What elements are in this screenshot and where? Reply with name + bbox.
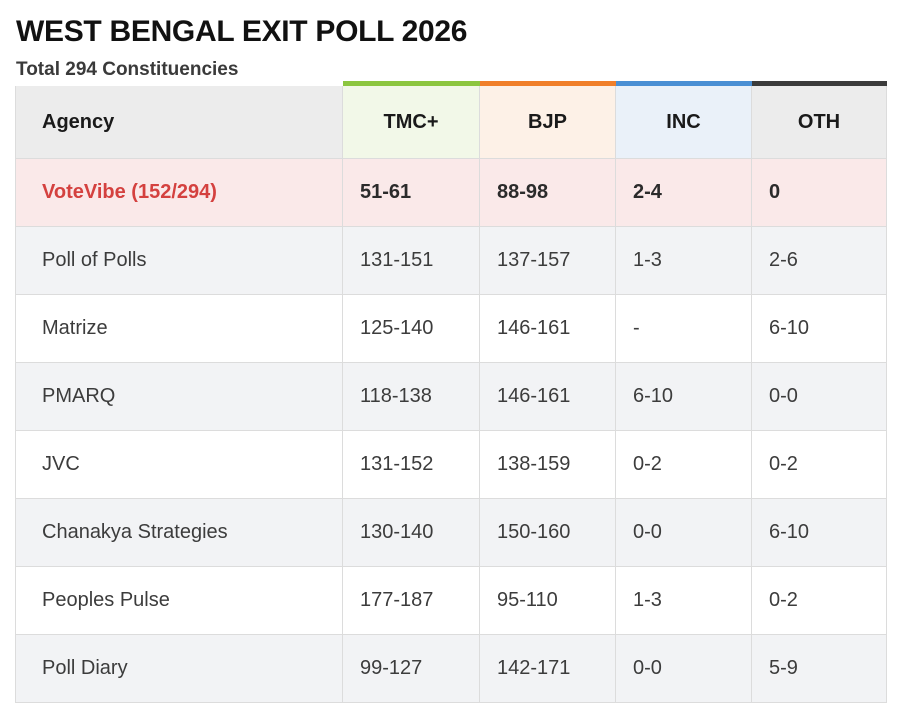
cell-oth: 0-2 — [751, 430, 887, 499]
column-header-bjp: BJP — [479, 81, 616, 159]
table-header-row: Agency TMC+ BJP INC OTH — [15, 81, 887, 159]
cell-tmc: 51-61 — [342, 158, 480, 227]
cell-bjp: 146-161 — [479, 294, 616, 363]
exit-poll-table: Agency TMC+ BJP INC OTH VoteVibe (152/29… — [15, 81, 887, 703]
cell-inc: - — [615, 294, 752, 363]
cell-bjp: 142-171 — [479, 634, 616, 703]
page-title: WEST BENGAL EXIT POLL 2026 — [16, 15, 468, 48]
table-body: VoteVibe (152/294) 51-61 88-98 2-4 0 Poll of … — [15, 158, 887, 703]
cell-oth: 2-6 — [751, 226, 887, 295]
column-header-oth: OTH — [751, 81, 887, 159]
cell-tmc: 99-127 — [342, 634, 480, 703]
cell-inc: 1-3 — [615, 566, 752, 635]
cell-agency: Chanakya Strategies — [15, 498, 343, 567]
cell-inc: 6-10 — [615, 362, 752, 431]
cell-agency: VoteVibe (152/294) — [15, 158, 343, 227]
cell-tmc: 118-138 — [342, 362, 480, 431]
cell-agency: JVC — [15, 430, 343, 499]
column-header-inc: INC — [615, 81, 752, 159]
cell-oth: 6-10 — [751, 294, 887, 363]
table-row: PMARQ 118-138 146-161 6-10 0-0 — [15, 362, 887, 431]
cell-bjp: 146-161 — [479, 362, 616, 431]
page-subtitle: Total 294 Constituencies — [16, 59, 239, 80]
cell-tmc: 130-140 — [342, 498, 480, 567]
cell-agency: Poll Diary — [15, 634, 343, 703]
table-row: Poll Diary 99-127 142-171 0-0 5-9 — [15, 634, 887, 703]
cell-oth: 6-10 — [751, 498, 887, 567]
cell-inc: 2-4 — [615, 158, 752, 227]
cell-bjp: 88-98 — [479, 158, 616, 227]
cell-tmc: 131-152 — [342, 430, 480, 499]
cell-bjp: 95-110 — [479, 566, 616, 635]
cell-tmc: 177-187 — [342, 566, 480, 635]
column-header-agency: Agency — [15, 81, 343, 159]
cell-oth: 5-9 — [751, 634, 887, 703]
table-row: Chanakya Strategies 130-140 150-160 0-0 6-10 — [15, 498, 887, 567]
table-row: Peoples Pulse 177-187 95-110 1-3 0-2 — [15, 566, 887, 635]
table-row: Matrize 125-140 146-161-6-10 — [15, 294, 887, 363]
cell-inc: 0-2 — [615, 430, 752, 499]
cell-agency: Matrize — [15, 294, 343, 363]
cell-oth: 0 — [751, 158, 887, 227]
table-row-highlight: VoteVibe (152/294) 51-61 88-98 2-4 0 — [15, 158, 887, 227]
cell-tmc: 125-140 — [342, 294, 480, 363]
cell-inc: 1-3 — [615, 226, 752, 295]
cell-inc: 0-0 — [615, 498, 752, 567]
cell-agency: Peoples Pulse — [15, 566, 343, 635]
column-header-tmc: TMC+ — [342, 81, 480, 159]
cell-oth: 0-0 — [751, 362, 887, 431]
cell-bjp: 138-159 — [479, 430, 616, 499]
cell-oth: 0-2 — [751, 566, 887, 635]
cell-inc: 0-0 — [615, 634, 752, 703]
cell-agency: Poll of Polls — [15, 226, 343, 295]
cell-bjp: 150-160 — [479, 498, 616, 567]
table-row: Poll of Polls 131-151 137-157 1-3 2-6 — [15, 226, 887, 295]
cell-tmc: 131-151 — [342, 226, 480, 295]
cell-agency: PMARQ — [15, 362, 343, 431]
table-row: JVC 131-152 138-159 0-2 0-2 — [15, 430, 887, 499]
cell-bjp: 137-157 — [479, 226, 616, 295]
